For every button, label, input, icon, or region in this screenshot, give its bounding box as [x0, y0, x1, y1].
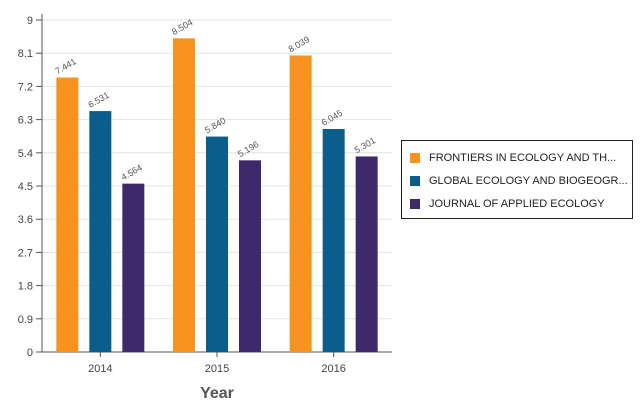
x-tick-label: 2014 — [88, 363, 112, 375]
x-tick-label: 2015 — [205, 363, 229, 375]
data-label: 5.840 — [203, 115, 228, 135]
bar — [122, 183, 145, 352]
data-label: 8.039 — [287, 34, 312, 54]
data-label: 6.531 — [86, 90, 111, 110]
y-tick-label: 4.5 — [18, 181, 33, 193]
legend-label-global-ecology: GLOBAL ECOLOGY AND BIOGEOGR... — [429, 174, 628, 187]
bar — [206, 136, 228, 352]
y-tick-label: 9 — [27, 15, 33, 27]
y-tick-label: 0.9 — [18, 314, 33, 326]
data-label: 4.564 — [119, 162, 144, 182]
y-tick-label: 6.3 — [18, 115, 33, 127]
y-tick-label: 0 — [27, 347, 33, 359]
legend-swatch-journal-applied-ecology — [410, 198, 420, 209]
legend-swatch-frontiers — [410, 152, 420, 163]
data-label: 7.441 — [53, 56, 78, 76]
legend: FRONTIERS IN ECOLOGY AND TH... GLOBAL EC… — [401, 140, 633, 219]
bar — [355, 156, 378, 352]
y-tick-label: 7.2 — [18, 81, 33, 93]
data-label: 5.301 — [353, 135, 378, 155]
y-tick-label: 2.7 — [18, 247, 33, 259]
y-tick-label: 8.1 — [18, 48, 33, 60]
y-tick-label: 1.8 — [18, 281, 33, 293]
legend-item-journal-applied-ecology[interactable]: JOURNAL OF APPLIED ECOLOGY — [402, 192, 632, 215]
x-axis-title: Year — [200, 385, 234, 402]
bar — [322, 129, 345, 352]
bar — [239, 160, 261, 352]
bar — [89, 111, 112, 352]
bar — [173, 38, 195, 353]
legend-swatch-global-ecology — [410, 175, 420, 186]
data-label: 5.196 — [236, 139, 261, 159]
bars — [56, 38, 378, 353]
y-tick-label: 5.4 — [18, 148, 33, 160]
legend-label-journal-applied-ecology: JOURNAL OF APPLIED ECOLOGY — [429, 197, 605, 210]
bar — [56, 77, 79, 353]
legend-item-frontiers[interactable]: FRONTIERS IN ECOLOGY AND TH... — [402, 146, 632, 169]
legend-label-frontiers: FRONTIERS IN ECOLOGY AND TH... — [429, 151, 617, 164]
bar — [289, 55, 312, 352]
y-tick-label: 3.6 — [18, 214, 33, 226]
legend-item-global-ecology[interactable]: GLOBAL ECOLOGY AND BIOGEOGR... — [402, 169, 632, 192]
data-label: 6.045 — [320, 108, 345, 128]
x-tick-label: 2016 — [321, 363, 345, 375]
